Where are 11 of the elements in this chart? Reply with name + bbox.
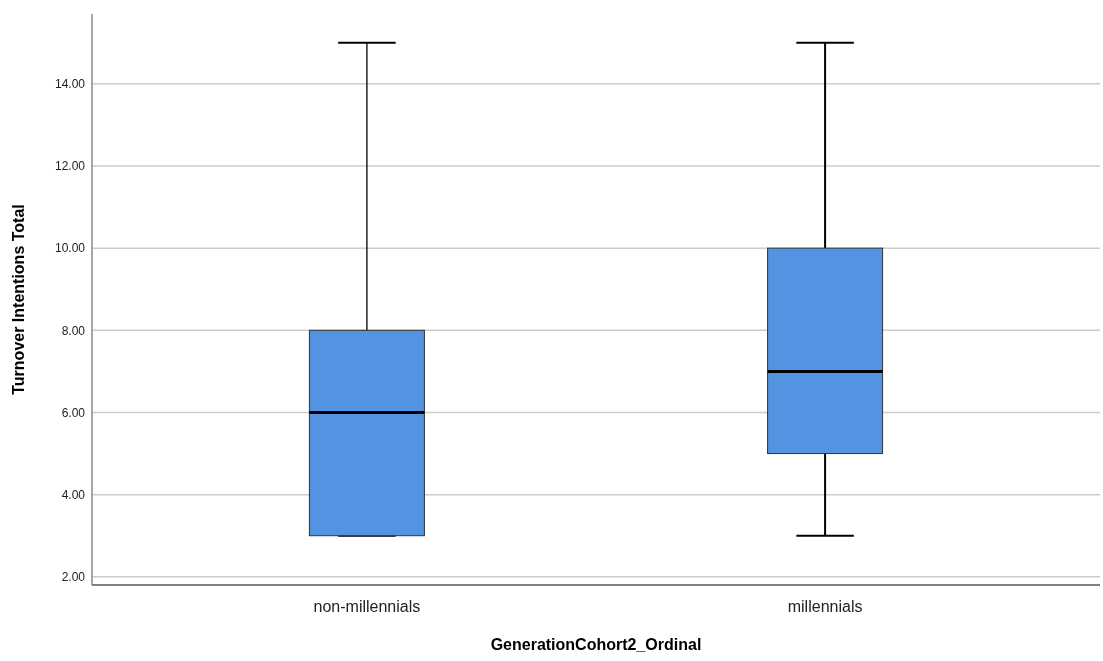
- y-tick-label: 14.00: [54, 77, 86, 92]
- x-tick-label: non-millennials: [313, 598, 421, 615]
- y-tick-label: 2.00: [61, 569, 86, 584]
- y-tick-label: 6.00: [61, 405, 86, 420]
- y-tick-label: 10.00: [54, 241, 86, 256]
- y-tick-label: 4.00: [61, 487, 86, 502]
- y-tick-label: 8.00: [61, 323, 86, 338]
- x-tick-label: millennials: [787, 598, 863, 615]
- y-axis-title: Turnover Intentions Total: [10, 204, 27, 395]
- x-axis-title: GenerationCohort2_Ordinal: [490, 636, 702, 653]
- y-tick-label: 12.00: [54, 159, 86, 174]
